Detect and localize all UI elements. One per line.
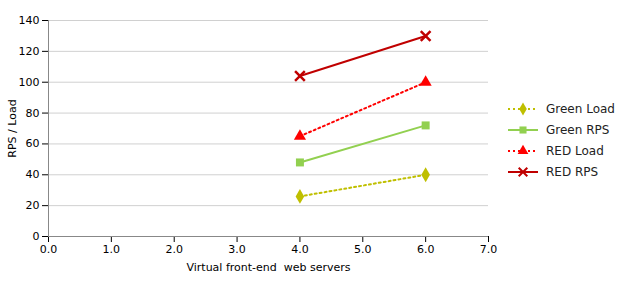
html-text:RED Load: RED Load [546,144,604,158]
svg-text:60: 60 [26,137,40,150]
svg-text:3.0: 3.0 [228,243,246,256]
svg-text:6.0: 6.0 [417,243,435,256]
svg-text:RPS / Load: RPS / Load [6,99,19,157]
svg-text:Virtual front-end web servers: Virtual front-end web servers [186,260,350,273]
svg-text:140: 140 [19,14,40,27]
svg-text:1.0: 1.0 [103,243,121,256]
svg-text:120: 120 [19,44,40,57]
html-text:Green Load: Green Load [546,102,615,116]
svg-text:0: 0 [33,230,40,243]
svg-text:7.0: 7.0 [480,243,498,256]
svg-text:0.0: 0.0 [40,243,58,256]
html-text:Green RPS: Green RPS [546,123,610,137]
html-text:RED RPS: RED RPS [546,165,599,179]
svg-text:100: 100 [19,75,40,88]
svg-text:5.0: 5.0 [354,243,372,256]
svg-text:40: 40 [26,168,40,181]
svg-text:20: 20 [26,199,40,212]
svg-text:80: 80 [26,106,40,119]
svg-text:2.0: 2.0 [165,243,183,256]
svg-text:4.0: 4.0 [291,243,309,256]
